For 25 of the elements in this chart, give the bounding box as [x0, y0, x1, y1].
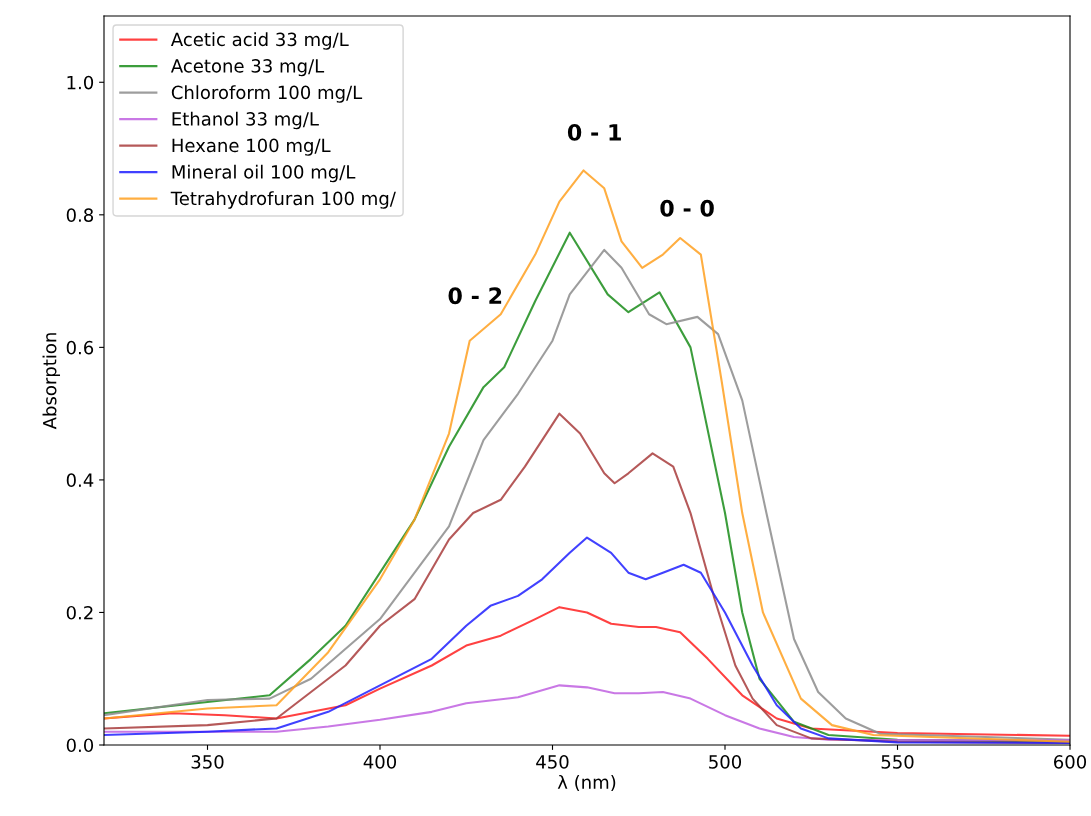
y-tick-label: 0.8 — [66, 208, 94, 222]
line-series — [104, 684, 1070, 742]
y-tick-label: 0.4 — [66, 473, 94, 488]
annotation: 0 - 2 — [448, 287, 502, 305]
x-tick-label: 500 — [709, 755, 742, 769]
x-tick-label: 350 — [191, 755, 224, 769]
y-tick-label: 1.0 — [67, 75, 94, 90]
annotation: 0 - 1 — [567, 123, 621, 141]
y-tick-label: 0.0 — [66, 738, 94, 753]
legend-label: Acetone 33 mg/L — [170, 59, 325, 77]
legend-label: Hexane 100 mg/L — [172, 138, 331, 156]
x-tick-label: 450 — [536, 755, 569, 769]
x-tick-label: 550 — [881, 755, 914, 769]
y-tick-label: 0.6 — [66, 340, 94, 355]
legend-label: Mineral oil 100 mg/L — [172, 164, 356, 183]
legend-label: Ethanol 33 mg/L — [172, 111, 319, 130]
legend-label: Acetic acid 33 mg/L — [170, 32, 349, 50]
annotation: 0 - 0 — [660, 199, 714, 217]
legend-label: Chloroform 100 mg/L — [171, 85, 363, 103]
y-axis-title: Absorption — [42, 333, 61, 430]
y-tick-label: 0.2 — [66, 605, 93, 620]
legend-label: Tetrahydrofuran 100 mg/ — [170, 191, 396, 209]
x-tick-label: 600 — [1054, 755, 1087, 769]
x-axis-title: λ (nm) — [557, 774, 616, 792]
x-tick-label: 400 — [363, 755, 397, 769]
